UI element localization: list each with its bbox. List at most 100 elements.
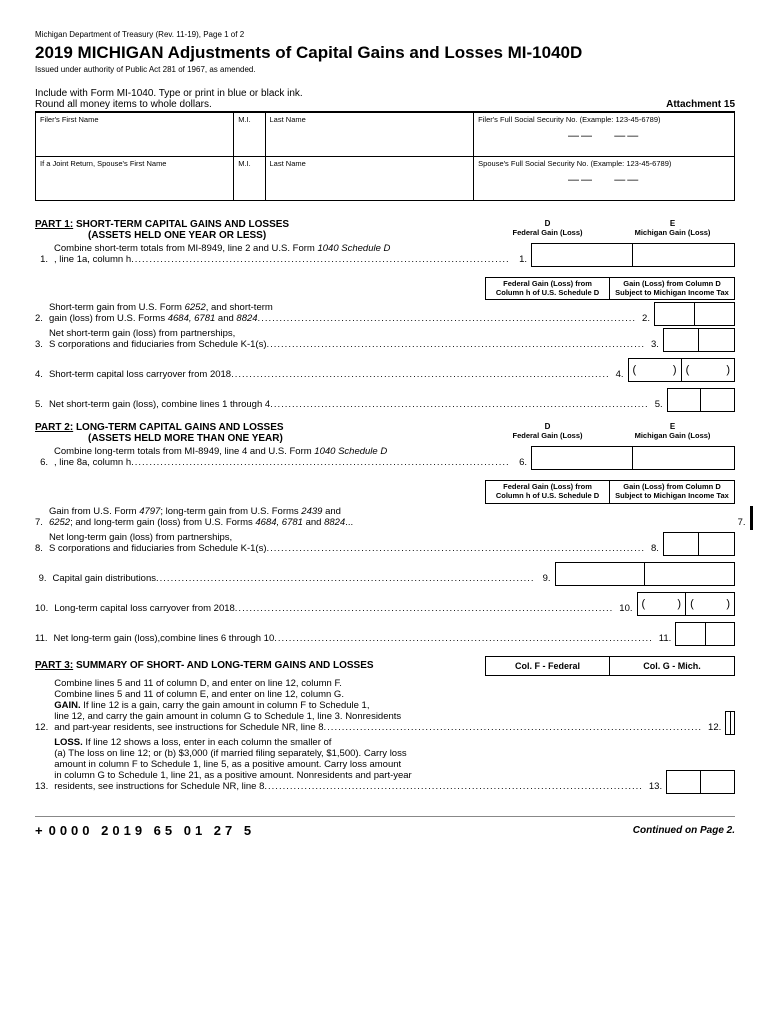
- line-4-text: Short-term capital loss carryover from 2…: [49, 369, 616, 382]
- line-2-text: Short-term gain from U.S. Form 6252, and…: [49, 302, 642, 326]
- part1-sub: (ASSETS HELD ONE YEAR OR LESS): [35, 230, 457, 241]
- box-11e[interactable]: [706, 622, 735, 646]
- form-title: 2019 MICHIGAN Adjustments of Capital Gai…: [35, 43, 735, 63]
- box-13f[interactable]: [666, 770, 701, 794]
- ssn-dashes: —— ——: [478, 168, 730, 186]
- col-d-header-2: DFederal Gain (Loss): [485, 422, 610, 440]
- line-8-text: Net long-term gain (loss) from partnersh…: [49, 532, 651, 556]
- line-num-right-1: 1.: [516, 254, 531, 267]
- line-num-right-13: 13.: [649, 781, 666, 794]
- box-3e[interactable]: [699, 328, 735, 352]
- plus-icon: +: [35, 823, 43, 838]
- barcode-row: +0000 2019 65 01 27 5: [35, 823, 255, 838]
- continued-label: Continued on Page 2.: [633, 825, 735, 836]
- line-num-6: 6.: [35, 457, 54, 470]
- line-num-right-8: 8.: [651, 543, 663, 556]
- box-1e[interactable]: [633, 243, 735, 267]
- box-header-fed-2: Federal Gain (Loss) from Column h of U.S…: [485, 480, 610, 503]
- filer-lname-cell[interactable]: Last Name: [265, 113, 474, 157]
- line-13-text: LOSS. If line 12 shows a loss, enter in …: [54, 737, 649, 794]
- line-num-4: 4.: [35, 369, 49, 382]
- filer-ssn-cell[interactable]: Filer's Full Social Security No. (Exampl…: [474, 113, 735, 157]
- spouse-ssn-cell[interactable]: Spouse's Full Social Security No. (Examp…: [474, 157, 735, 201]
- line-num-1: 1.: [35, 254, 54, 267]
- filer-mi-cell[interactable]: M.I.: [234, 113, 265, 157]
- box-8e[interactable]: [699, 532, 735, 556]
- col-g-header: Col. G - Mich.: [610, 656, 735, 676]
- line-11-text: Net long-term gain (loss),combine lines …: [54, 633, 659, 646]
- box-13g[interactable]: [701, 770, 735, 794]
- box-12g[interactable]: [731, 711, 735, 735]
- part2-label: PART 2: LONG-TERM CAPITAL GAINS AND LOSS…: [35, 422, 457, 433]
- form-subtitle: Issued under authority of Public Act 281…: [35, 65, 735, 74]
- line-num-2: 2.: [35, 313, 49, 326]
- line-num-12: 12.: [35, 722, 54, 735]
- line-num-right-9: 9.: [541, 573, 555, 586]
- line-10-text: Long-term capital loss carryover from 20…: [54, 603, 619, 616]
- box-2e[interactable]: [695, 302, 735, 326]
- box-10e[interactable]: (): [686, 592, 735, 616]
- line-num-11: 11.: [35, 633, 54, 646]
- line-num-right-4: 4.: [616, 369, 628, 382]
- box-9d[interactable]: [555, 562, 645, 586]
- col-e-header-2: EMichigan Gain (Loss): [610, 422, 735, 440]
- box-11d[interactable]: [675, 622, 705, 646]
- attachment-label: Attachment 15: [666, 99, 735, 110]
- line-num-8: 8.: [35, 543, 49, 556]
- instr-2: Round all money items to whole dollars.: [35, 99, 212, 110]
- box-8d[interactable]: [663, 532, 699, 556]
- box-5d[interactable]: [667, 388, 702, 412]
- spouse-ssn-label: Spouse's Full Social Security No. (Examp…: [478, 159, 730, 168]
- filer-fname-cell[interactable]: Filer's First Name: [36, 113, 234, 157]
- col-d-header: DFederal Gain (Loss): [485, 219, 610, 237]
- line-6-text: Combine long-term totals from MI-8949, l…: [54, 446, 516, 470]
- box-6e[interactable]: [633, 446, 735, 470]
- line-5-text: Net short-term gain (loss), combine line…: [49, 399, 655, 412]
- line-num-right-6: 6.: [516, 457, 531, 470]
- col-e-header: EMichigan Gain (Loss): [610, 219, 735, 237]
- spouse-fname-cell[interactable]: If a Joint Return, Spouse's First Name: [36, 157, 234, 201]
- line-num-5: 5.: [35, 399, 49, 412]
- filer-ssn-label: Filer's Full Social Security No. (Exampl…: [478, 115, 730, 124]
- name-table: Filer's First Name M.I. Last Name Filer'…: [35, 112, 735, 201]
- part1-label: PART 1: SHORT-TERM CAPITAL GAINS AND LOS…: [35, 219, 457, 230]
- box-9e[interactable]: [645, 562, 735, 586]
- box-header-mi-2: Gain (Loss) from Column D Subject to Mic…: [610, 480, 735, 503]
- line-num-right-3: 3.: [651, 339, 663, 352]
- line-7-text: Gain from U.S. Form 4797; long-term gain…: [49, 506, 738, 530]
- box-4e[interactable]: (): [682, 358, 735, 382]
- box-2d[interactable]: [654, 302, 695, 326]
- dept-line: Michigan Department of Treasury (Rev. 11…: [35, 30, 735, 39]
- line-num-right-10: 10.: [619, 603, 636, 616]
- box-header-fed: Federal Gain (Loss) from Column h of U.S…: [485, 277, 610, 300]
- line-1-text: Combine short-term totals from MI-8949, …: [54, 243, 516, 267]
- line-num-7: 7.: [35, 517, 49, 530]
- spouse-lname-cell[interactable]: Last Name: [265, 157, 474, 201]
- part2-sub: (ASSETS HELD MORE THAN ONE YEAR): [35, 433, 457, 444]
- line-num-9: 9.: [35, 573, 53, 586]
- instr-1: Include with Form MI-1040. Type or print…: [35, 88, 735, 99]
- line-12-text: Combine lines 5 and 11 of column D, and …: [54, 678, 708, 735]
- line-num-right-11: 11.: [659, 633, 676, 646]
- box-4d[interactable]: (): [628, 358, 682, 382]
- line-num-right-2: 2.: [642, 313, 654, 326]
- box-1d[interactable]: [531, 243, 633, 267]
- line-3-text: Net short-term gain (loss) from partners…: [49, 328, 651, 352]
- line-num-10: 10.: [35, 603, 54, 616]
- line-num-right-7: 7.: [738, 517, 750, 530]
- ssn-dashes: —— ——: [478, 124, 730, 142]
- line-num-3: 3.: [35, 339, 49, 352]
- box-5e[interactable]: [701, 388, 735, 412]
- box-6d[interactable]: [531, 446, 633, 470]
- line-9-text: Capital gain distributions: [53, 573, 541, 586]
- part3-label: PART 3: SUMMARY OF SHORT- AND LONG-TERM …: [35, 660, 457, 671]
- spouse-mi-cell[interactable]: M.I.: [234, 157, 265, 201]
- box-3d[interactable]: [663, 328, 699, 352]
- box-10d[interactable]: (): [637, 592, 687, 616]
- col-f-header: Col. F - Federal: [485, 656, 610, 676]
- line-num-right-5: 5.: [655, 399, 667, 412]
- box-header-mi: Gain (Loss) from Column D Subject to Mic…: [610, 277, 735, 300]
- line-num-13: 13.: [35, 781, 54, 794]
- line-num-right-12: 12.: [708, 722, 725, 735]
- box-7e[interactable]: [752, 506, 753, 530]
